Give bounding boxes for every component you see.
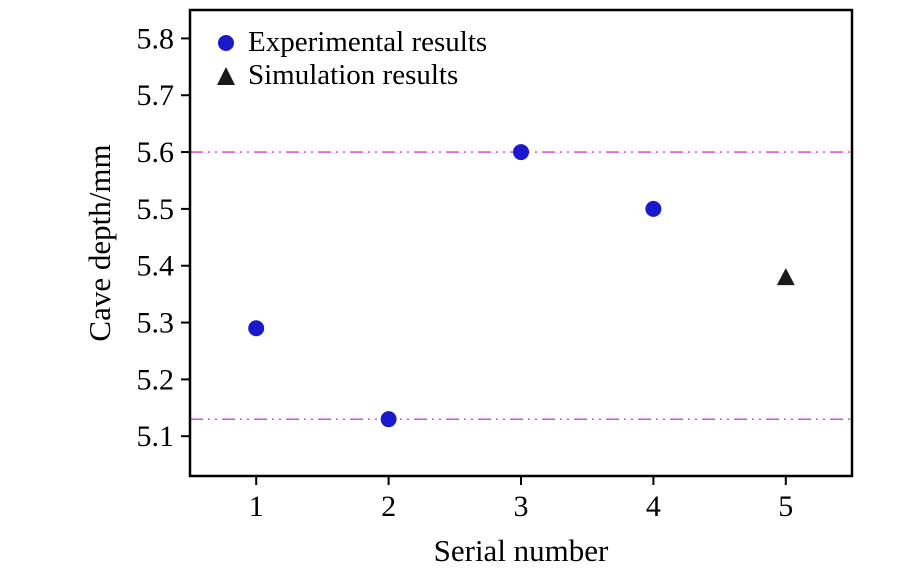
simulation-triangle-icon [217, 66, 235, 85]
x-axis-label: Serial number [433, 533, 609, 568]
data-point-circle [513, 144, 529, 161]
data-point-circle [645, 200, 662, 217]
y-tick-label: 5.1 [137, 420, 175, 453]
y-tick-label: 5.8 [137, 22, 175, 55]
x-tick-label: 3 [514, 490, 529, 523]
data-point-circle [380, 411, 397, 428]
x-tick-label: 5 [778, 490, 793, 523]
y-tick-label: 5.6 [137, 136, 175, 169]
legend: Experimental results Simulation results [214, 26, 487, 92]
experimental-circle-icon [218, 34, 234, 51]
x-tick-label: 2 [381, 490, 396, 523]
y-tick-label: 5.3 [137, 307, 175, 340]
legend-item-experimental: Experimental results [214, 26, 487, 59]
y-axis-label: Cave depth/mm [82, 144, 117, 342]
y-tick-label: 5.4 [137, 250, 175, 283]
y-tick-label: 5.7 [137, 79, 175, 112]
y-tick-label: 5.5 [137, 193, 175, 226]
x-tick-label: 4 [646, 490, 661, 523]
legend-label-simulation: Simulation results [248, 59, 459, 91]
legend-label-experimental: Experimental results [248, 26, 488, 58]
x-tick-label: 1 [249, 490, 264, 523]
data-point-circle [248, 320, 265, 337]
y-tick-label: 5.2 [137, 363, 175, 396]
data-point-triangle [776, 268, 795, 286]
legend-item-simulation: Simulation results [214, 59, 487, 92]
